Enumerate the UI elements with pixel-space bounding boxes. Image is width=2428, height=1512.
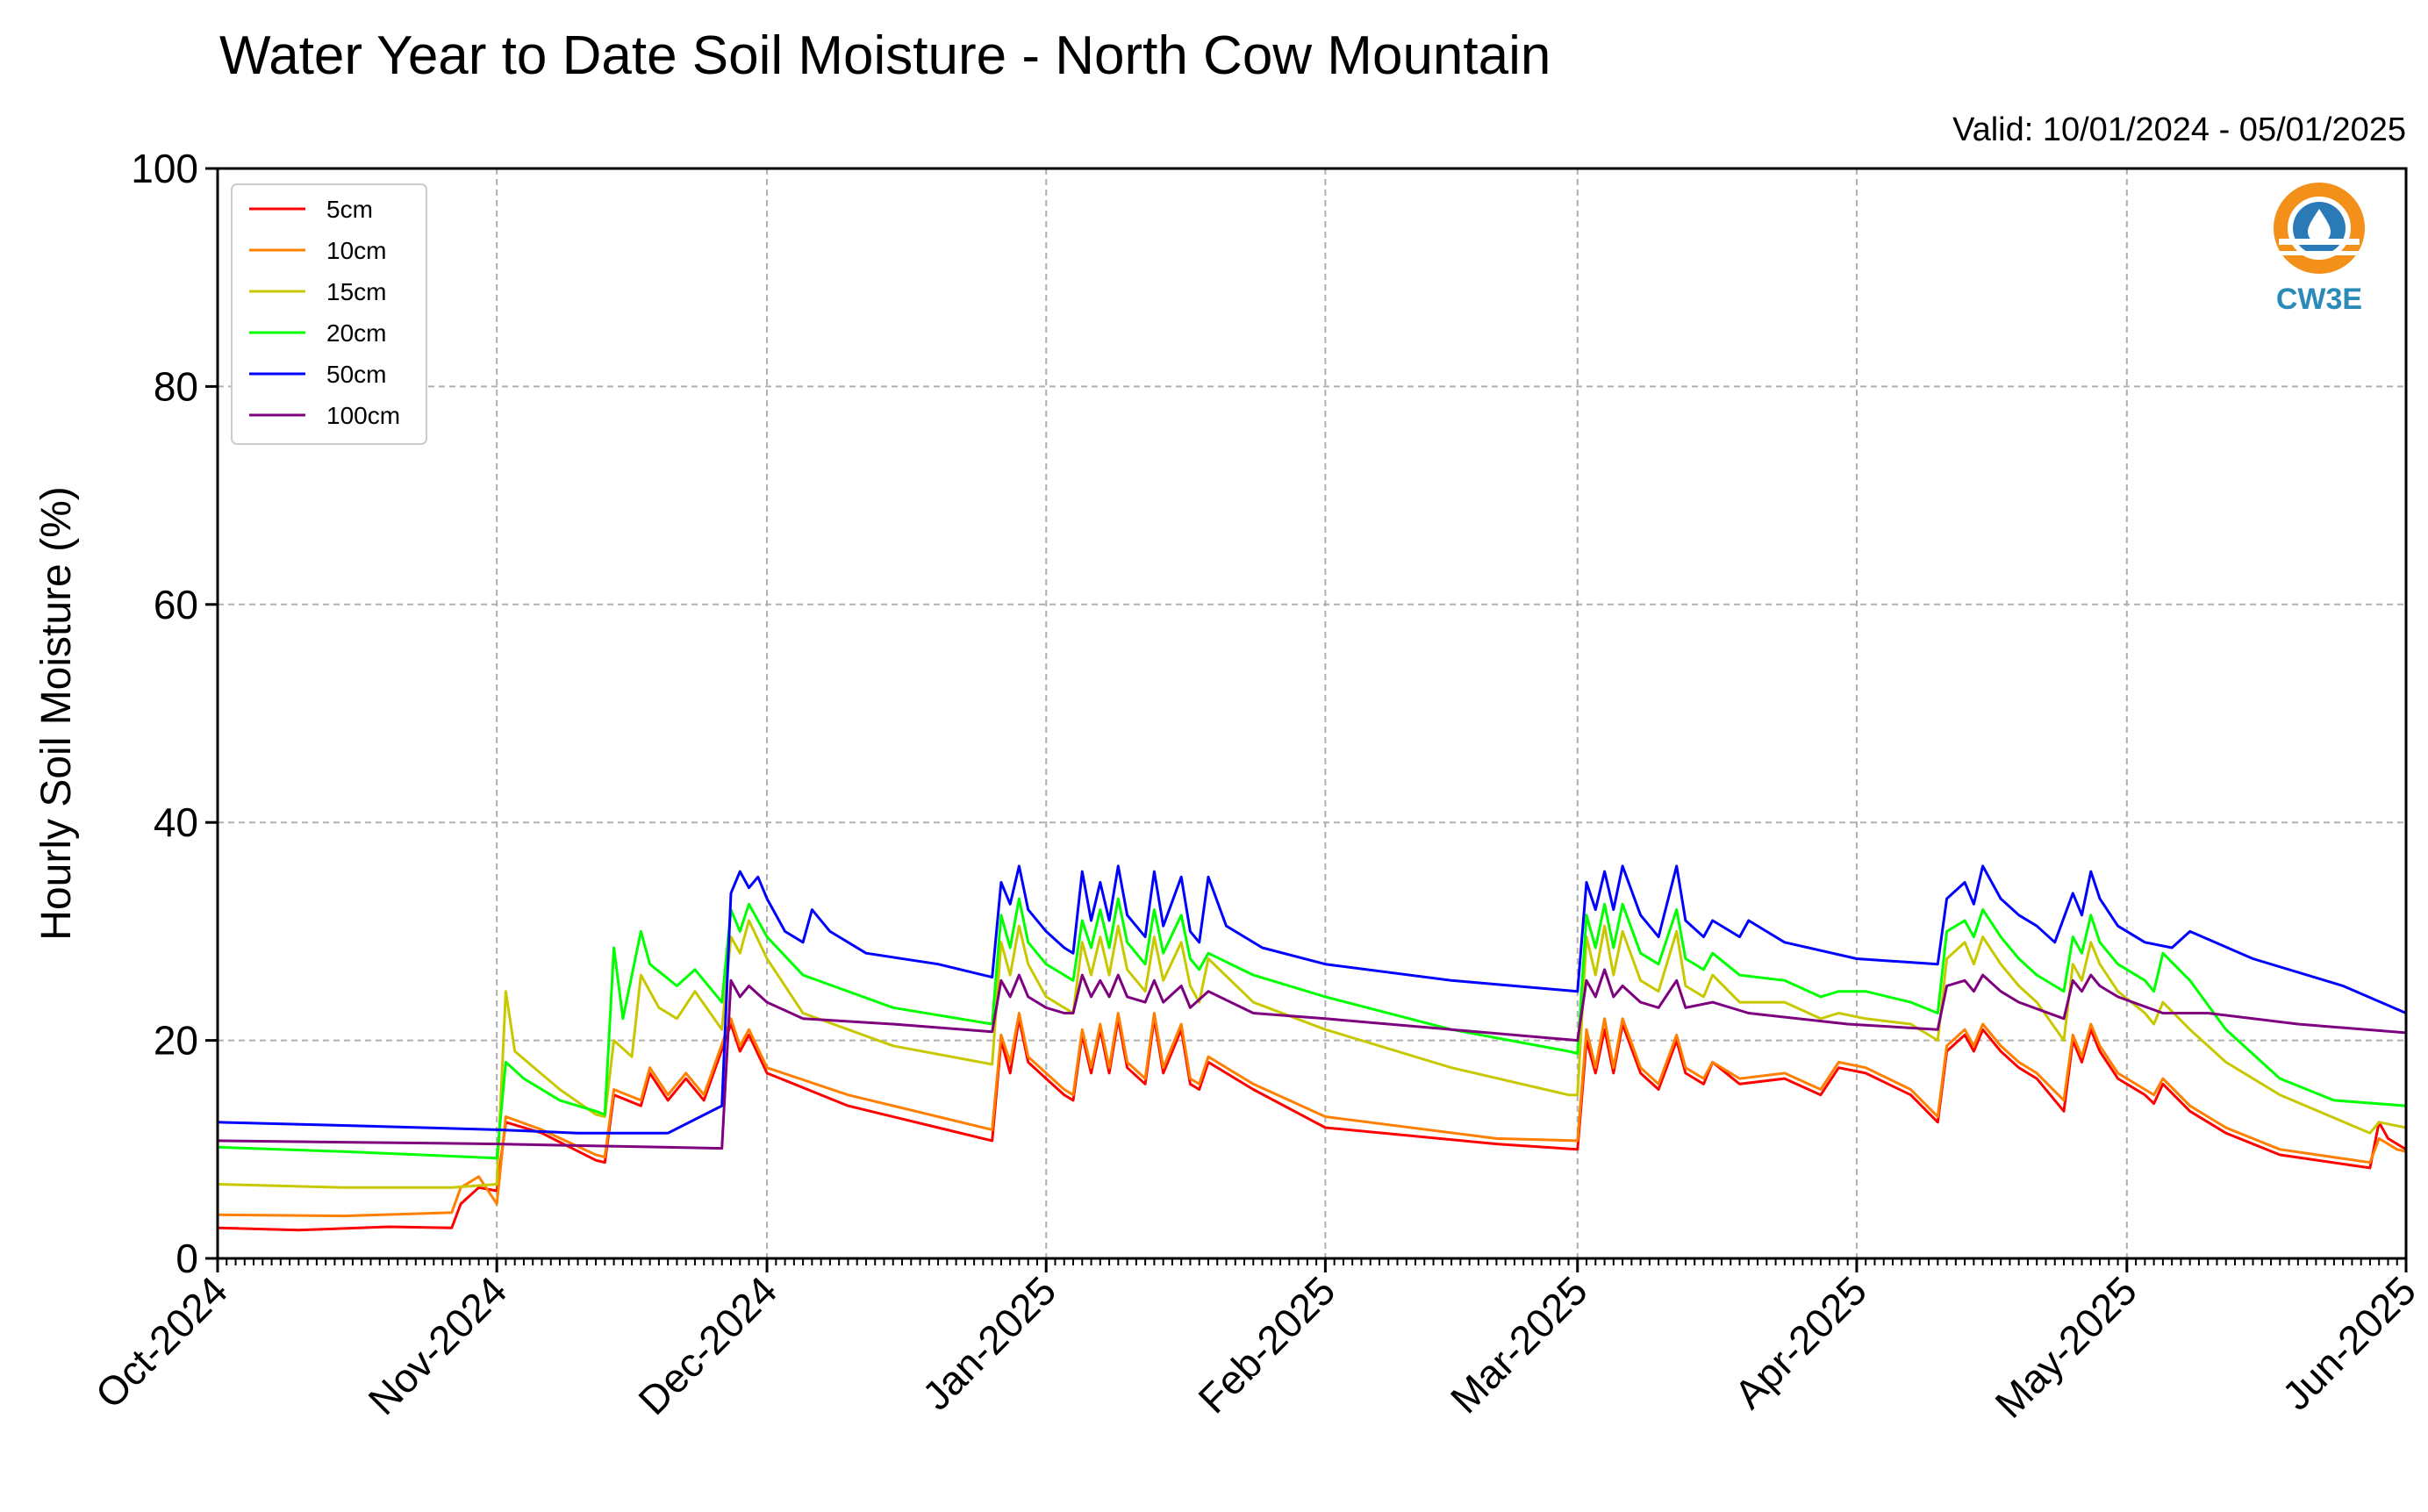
x-tick-label: Jan-2025 <box>913 1267 1064 1418</box>
grid-lines <box>218 168 2406 1258</box>
series-layer <box>217 864 2407 1232</box>
logo-wave-2 <box>2279 251 2360 255</box>
y-tick-label: 80 <box>154 363 198 409</box>
chart-title: Water Year to Date Soil Moisture - North… <box>219 25 1551 86</box>
x-tick-label: Apr-2025 <box>1725 1267 1875 1417</box>
series-line-50cm <box>217 864 2407 1135</box>
y-axis: 0 20 40 60 80 100 <box>131 146 218 1281</box>
logo-text: CW3E <box>2276 283 2362 316</box>
plot-frame <box>216 167 2408 1260</box>
legend-label-100cm: 100cm <box>326 402 400 429</box>
legend-label-10cm: 10cm <box>326 237 386 264</box>
y-tick-label: 40 <box>154 799 198 845</box>
y-tick-label: 60 <box>154 582 198 627</box>
logo-ring <box>2274 183 2365 274</box>
y-tick-label: 100 <box>131 146 198 191</box>
series-line-10cm <box>217 1012 2407 1218</box>
chart-subtitle: Valid: 10/01/2024 - 05/01/2025 <box>1952 111 2406 148</box>
x-tick-label: May-2025 <box>1986 1267 2145 1426</box>
x-tick-label: Dec-2024 <box>629 1267 785 1423</box>
logo-drop-icon <box>2308 209 2331 243</box>
x-axis: Oct-2024 Nov-2024 Dec-2024 Jan-2025 Feb-2025… <box>87 1258 2424 1427</box>
series-line-20cm <box>217 897 2407 1160</box>
legend-label-15cm: 15cm <box>326 278 386 305</box>
x-tick-label: Oct-2024 <box>87 1267 237 1417</box>
legend-label-20cm: 20cm <box>326 319 386 347</box>
cw3e-logo: CW3E <box>2274 183 2365 316</box>
legend-label-5cm: 5cm <box>326 196 373 223</box>
y-tick-label: 20 <box>154 1018 198 1064</box>
x-tick-label: Feb-2025 <box>1189 1267 1343 1422</box>
x-tick-label: Mar-2025 <box>1442 1267 1596 1422</box>
x-tick-label: Nov-2024 <box>359 1267 515 1423</box>
series-line-100cm <box>217 968 2407 1150</box>
y-axis-label: Hourly Soil Moisture (%) <box>33 486 80 940</box>
legend: 5cm 10cm 15cm 20cm 50cm 100cm <box>231 183 427 445</box>
y-tick-label: 0 <box>175 1236 198 1281</box>
legend-label-50cm: 50cm <box>326 361 386 388</box>
x-tick-label: Jun-2025 <box>2274 1267 2424 1418</box>
